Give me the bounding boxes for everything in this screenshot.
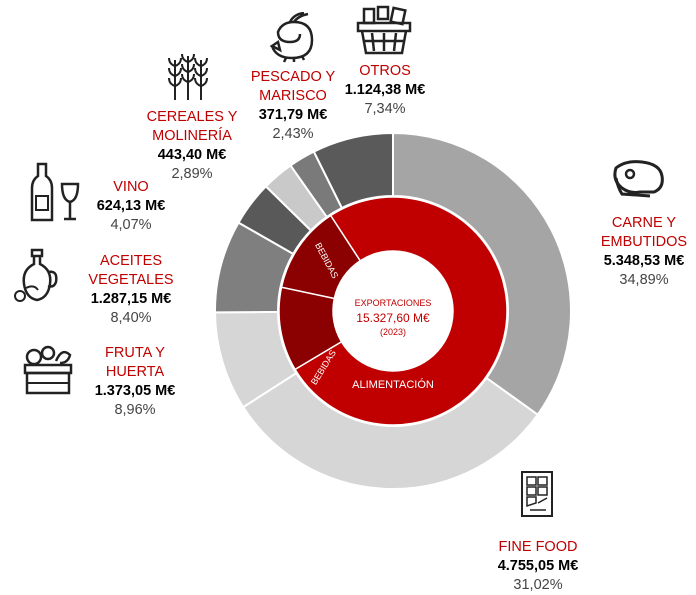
vegetable-crate-icon (23, 345, 73, 395)
wine-icon (30, 162, 80, 222)
label-fine-percent: 31,02% (513, 577, 563, 593)
label-fine-name: FINE FOOD (498, 539, 578, 555)
center-total: 15.327,60 M€ (356, 311, 430, 325)
basket-icon (356, 5, 412, 55)
label-pescado-name-1: PESCADO Y (250, 69, 336, 85)
label-vino-value: 624,13 M€ (96, 198, 166, 214)
label-aceites-value: 1.287,15 M€ (90, 291, 172, 307)
wheat-icon (168, 53, 208, 100)
center-year: (2023) (380, 327, 406, 337)
label-aceites-name-1: ACEITES (99, 253, 163, 269)
label-vino-name: VINO (113, 179, 149, 195)
label-cereales-name-2: MOLINERÍA (152, 128, 232, 144)
label-cereales-value: 443,40 M€ (157, 147, 227, 163)
label-fruta-value: 1.373,05 M€ (94, 383, 176, 399)
label-aceites-percent: 8,40% (110, 310, 152, 326)
outer-ring (213, 131, 572, 490)
label-cereales-name-1: CEREALES Y (146, 109, 238, 125)
inner-label-alimentacion: ALIMENTACIÓN (352, 378, 434, 391)
label-pescado-percent: 2,43% (272, 126, 314, 142)
label-pescado: PESCADO Y MARISCO 371,79 M€ 2,43% (238, 68, 348, 144)
label-carne-value: 5.348,53 M€ (603, 253, 685, 269)
outer-slice-1 (241, 371, 540, 490)
label-pescado-name-2: MARISCO (259, 88, 327, 104)
label-carne-percent: 34,89% (619, 272, 669, 288)
label-fruta-name-1: FRUTA Y (105, 345, 165, 361)
label-fruta: FRUTA Y HUERTA 1.373,05 M€ 8,96% (80, 344, 190, 420)
label-otros-name: OTROS (359, 63, 411, 79)
center-title: EXPORTACIONES (355, 298, 432, 308)
label-fine-food: FINE FOOD 4.755,05 M€ 31,02% (478, 538, 598, 595)
label-carne-name-2: EMBUTIDOS (600, 234, 688, 250)
outer-slice-0 (392, 131, 572, 417)
outer-slice-7 (312, 131, 394, 210)
label-otros-percent: 7,34% (364, 101, 406, 117)
steak-icon (613, 160, 664, 198)
label-aceites: ACEITES VEGETALES 1.287,15 M€ 8,40% (76, 252, 186, 328)
label-vino: VINO 624,13 M€ 4,07% (76, 178, 186, 235)
label-aceites-name-2: VEGETALES (88, 272, 174, 288)
label-cereales: CEREALES Y MOLINERÍA 443,40 M€ 2,89% (137, 108, 247, 184)
label-carne: CARNE Y EMBUTIDOS 5.348,53 M€ 34,89% (589, 214, 696, 290)
label-otros-value: 1.124,38 M€ (344, 82, 426, 98)
center-hole (333, 251, 453, 371)
label-fruta-name-2: HUERTA (105, 364, 165, 380)
label-fruta-percent: 8,96% (114, 402, 156, 418)
oil-bottle-icon (14, 248, 58, 302)
label-carne-name-1: CARNE Y (611, 215, 677, 231)
label-otros: OTROS 1.124,38 M€ 7,34% (330, 62, 440, 119)
label-fine-value: 4.755,05 M€ (497, 558, 579, 574)
chocolate-bar-icon (521, 471, 553, 517)
shrimp-icon (269, 12, 314, 63)
label-vino-percent: 4,07% (110, 217, 152, 233)
label-cereales-percent: 2,89% (171, 166, 213, 182)
label-pescado-value: 371,79 M€ (258, 107, 328, 123)
